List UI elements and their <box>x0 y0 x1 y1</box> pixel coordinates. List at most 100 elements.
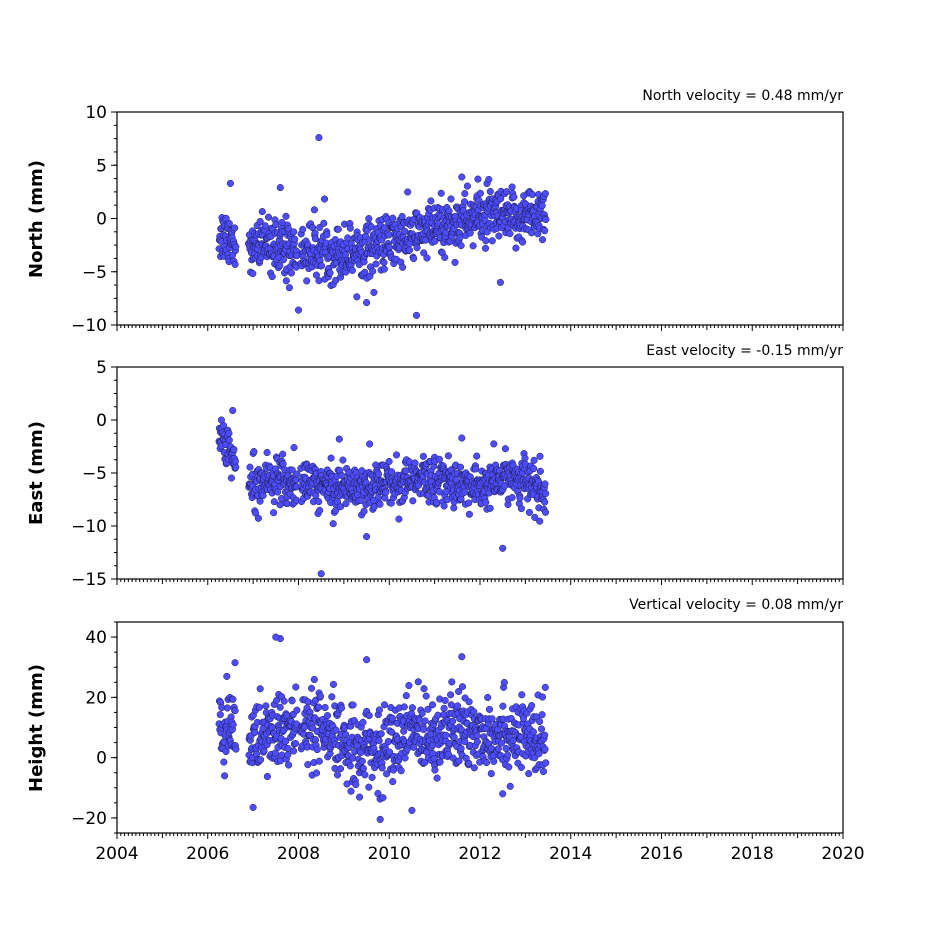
east-data-point <box>279 450 287 458</box>
east-data-point <box>288 466 296 474</box>
north-data-point <box>451 258 459 266</box>
north-outlier-point <box>363 299 371 307</box>
height-data-point <box>349 701 357 709</box>
north-data-point <box>334 225 342 233</box>
north-data-point <box>410 255 418 263</box>
east-data-point <box>444 452 452 460</box>
height-data-point <box>490 757 498 765</box>
height-data-point <box>389 778 397 786</box>
east-data-point <box>338 472 346 480</box>
height-data-point <box>358 757 366 765</box>
height-data-point <box>329 680 338 688</box>
north-data-point <box>287 269 295 277</box>
height-data-point <box>487 770 495 778</box>
north-data-point <box>510 193 518 201</box>
height-data-point <box>502 744 510 753</box>
x-tick-label: 2004 <box>95 844 138 864</box>
east-outlier-point <box>317 570 325 578</box>
north-data-point <box>365 215 373 223</box>
east-panel: East velocity = -0.15 mm/yr East (mm) −1… <box>26 343 844 590</box>
height-data-point <box>332 726 340 734</box>
height-data-point <box>455 757 463 765</box>
north-data-point <box>423 254 431 262</box>
north-data-point <box>538 202 546 210</box>
height-data-point <box>377 730 385 738</box>
east-data-point <box>395 515 403 523</box>
height-data-point <box>517 763 525 771</box>
east-data-point <box>276 501 284 509</box>
north-data-point <box>264 213 273 221</box>
north-data-point <box>420 249 428 257</box>
east-velocity-label: East velocity = -0.15 mm/yr <box>646 343 843 359</box>
north-data-point <box>303 277 311 285</box>
east-data-point <box>250 448 258 456</box>
height-data-point <box>315 757 323 765</box>
height-outlier-point <box>376 815 384 823</box>
north-data-point <box>353 293 361 301</box>
x-tick-label: 2008 <box>277 844 320 864</box>
height-outlier-point <box>272 633 280 641</box>
north-data-point <box>380 258 388 267</box>
north-data-point <box>447 195 455 203</box>
north-data-point <box>231 224 239 232</box>
height-y-axis: −20 0 20 40 <box>71 621 117 834</box>
north-data-point <box>528 191 536 199</box>
height-data-point <box>402 692 410 700</box>
north-x-axis <box>116 325 844 331</box>
height-data-point <box>541 731 549 739</box>
north-data-point <box>461 190 469 198</box>
north-data-point <box>460 198 469 206</box>
height-data-point <box>379 794 387 802</box>
north-outlier-point <box>285 284 293 292</box>
north-data-point <box>369 267 377 275</box>
height-data-point <box>536 717 544 726</box>
east-data-point <box>456 463 465 471</box>
north-velocity-label: North velocity = 0.48 mm/yr <box>642 88 843 104</box>
east-outlier-point <box>335 435 343 443</box>
height-data-point <box>282 737 290 745</box>
north-data-point <box>372 260 380 268</box>
east-data-point <box>382 488 390 496</box>
north-data-point <box>495 232 503 240</box>
height-data-point <box>310 675 318 684</box>
height-outlier-point <box>458 653 466 661</box>
height-data-point <box>410 743 418 751</box>
east-data-point <box>246 463 254 471</box>
east-data-point <box>521 454 529 462</box>
east-data-point <box>342 500 350 508</box>
height-data-point <box>365 783 373 791</box>
height-data-point <box>223 704 231 712</box>
north-data-point <box>370 288 378 296</box>
north-data-point <box>431 237 439 245</box>
east-data-point <box>435 455 443 463</box>
east-y-tick-label: −5 <box>82 464 107 484</box>
north-outlier-point <box>294 306 303 314</box>
height-data-point <box>321 703 329 712</box>
height-panel: Vertical velocity = 0.08 mm/yr Height (m… <box>26 597 865 864</box>
north-data-point <box>404 188 412 196</box>
north-data-point <box>508 183 516 191</box>
east-y-axis: −15 −10 −5 0 5 <box>71 358 117 590</box>
north-y-axis: −10 −5 0 5 10 <box>71 103 117 336</box>
height-data-point <box>450 733 458 741</box>
east-data-point <box>360 507 368 515</box>
height-data-point <box>385 748 394 756</box>
height-data-point <box>232 745 240 753</box>
north-data-point <box>380 265 388 273</box>
north-data-point <box>276 261 284 270</box>
north-data-point <box>488 237 496 245</box>
north-data-point <box>258 208 266 216</box>
height-data-point <box>428 701 437 709</box>
north-data-point <box>290 228 298 236</box>
east-axis-label: East (mm) <box>26 421 47 525</box>
height-data-point <box>436 758 444 766</box>
north-data-point <box>261 222 269 230</box>
north-panel: North velocity = 0.48 mm/yr North (mm) −… <box>26 88 844 336</box>
height-plot-area: 2004 2006 2008 2010 2012 2014 2016 2018 2020 −20 0… <box>71 621 865 864</box>
north-data-point <box>541 190 549 198</box>
height-data-point <box>365 712 373 720</box>
north-y-tick-label: 10 <box>85 103 107 123</box>
height-data-point <box>538 711 546 719</box>
height-y-tick-label: 40 <box>85 628 107 648</box>
height-outlier-point <box>249 803 257 811</box>
